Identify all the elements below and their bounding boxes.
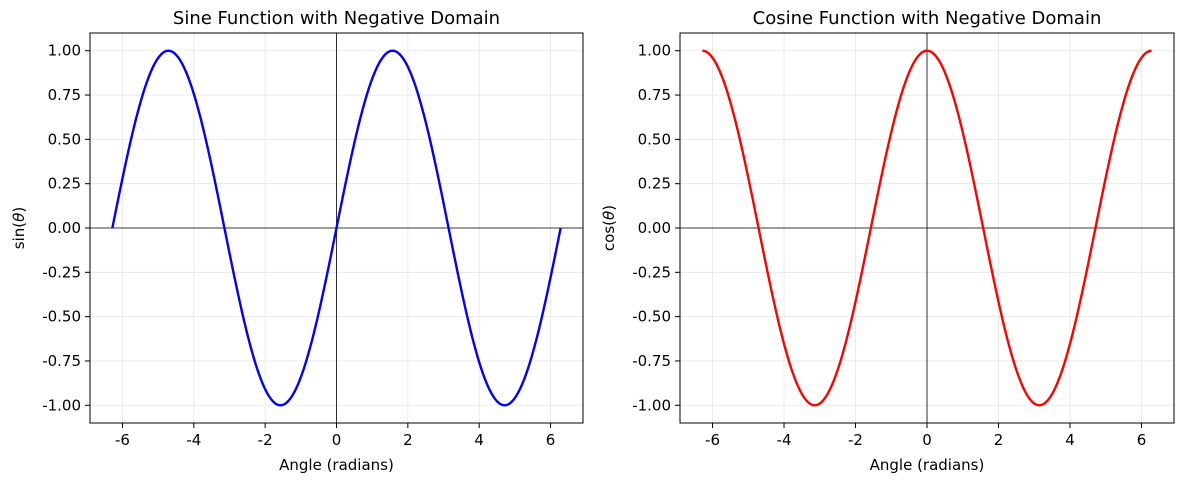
chart-1-y-tick-label: 0.75	[638, 86, 671, 104]
chart-0-y-axis-label-symbol: θ	[10, 213, 28, 222]
chart-1-series-line	[702, 49, 1152, 407]
chart-1-y-tick-label: -0.50	[632, 308, 671, 326]
chart-1-y-tick-label: 0.25	[638, 175, 671, 193]
chart-1-x-tick-label: 6	[1137, 431, 1147, 449]
chart-1-y-tick-label: 0.00	[638, 219, 671, 237]
chart-0-y-tick-label: -0.25	[42, 263, 81, 281]
chart-1-y-tick-label: 0.50	[638, 130, 671, 148]
chart-0-series-line	[111, 49, 562, 407]
chart-1-x-tick-label: -4	[777, 431, 792, 449]
chart-0-y-tick-label: 0.50	[48, 130, 81, 148]
chart-1-y-axis-label-suffix: )	[600, 205, 618, 211]
chart-1-y-axis-label: cos(θ)	[600, 205, 618, 251]
chart-1-title: Cosine Function with Negative Domain	[753, 8, 1102, 29]
chart-0-y-tick-label: -0.50	[42, 308, 81, 326]
chart-1-y-axis-label-symbol: θ	[600, 211, 618, 220]
chart-0-x-tick-label: -6	[115, 431, 130, 449]
chart-1-x-tick-label: 0	[922, 431, 932, 449]
chart-0-x-tick-label: 6	[546, 431, 556, 449]
chart-0-x-tick-label: 4	[474, 431, 484, 449]
chart-0-y-tick-label: -0.75	[42, 352, 81, 370]
chart-0-y-tick-label: 0.75	[48, 86, 81, 104]
chart-0-x-tick-label: -4	[186, 431, 201, 449]
chart-0-x-axis-label: Angle (radians)	[279, 456, 394, 474]
chart-0-y-tick-label: 0.00	[48, 219, 81, 237]
chart-0-group: -6 -4 -2 0 2 4 6 -1.00 -0.75 -0.50 -0.25 0.00 0.25 0.…	[10, 8, 584, 474]
chart-1-x-tick-label: -6	[705, 431, 720, 449]
chart-1-y-tick-label: -0.25	[632, 263, 671, 281]
chart-1-y-axis-label-prefix: cos(	[600, 220, 618, 251]
chart-0-y-axis-label: sin(θ)	[10, 207, 28, 249]
chart-1-x-axis-label: Angle (radians)	[870, 456, 985, 474]
chart-0-x-tick-label: 0	[332, 431, 342, 449]
chart-1-group: -6 -4 -2 0 2 4 6 -1.00 -0.75 -0.50 -0.25 0.00 0.25 0.…	[600, 8, 1175, 474]
chart-0-x-tick-label: -2	[258, 431, 273, 449]
chart-1-y-tick-label: 1.00	[638, 42, 671, 60]
chart-0-y-tick-label: -1.00	[42, 396, 81, 414]
chart-0-y-tick-label: 0.25	[48, 175, 81, 193]
chart-0-title: Sine Function with Negative Domain	[173, 8, 500, 29]
chart-1-x-tick-label: 2	[994, 431, 1004, 449]
chart-0-y-tick-label: 1.00	[48, 42, 81, 60]
chart-0-y-axis-label-prefix: sin(	[10, 222, 28, 249]
chart-1-x-tick-label: 4	[1065, 431, 1075, 449]
chart-1-x-tick-label: -2	[848, 431, 863, 449]
chart-1-y-tick-label: -1.00	[632, 396, 671, 414]
chart-1-y-tick-label: -0.75	[632, 352, 671, 370]
chart-0-y-axis-label-suffix: )	[10, 207, 28, 213]
chart-0-x-tick-label: 2	[403, 431, 413, 449]
